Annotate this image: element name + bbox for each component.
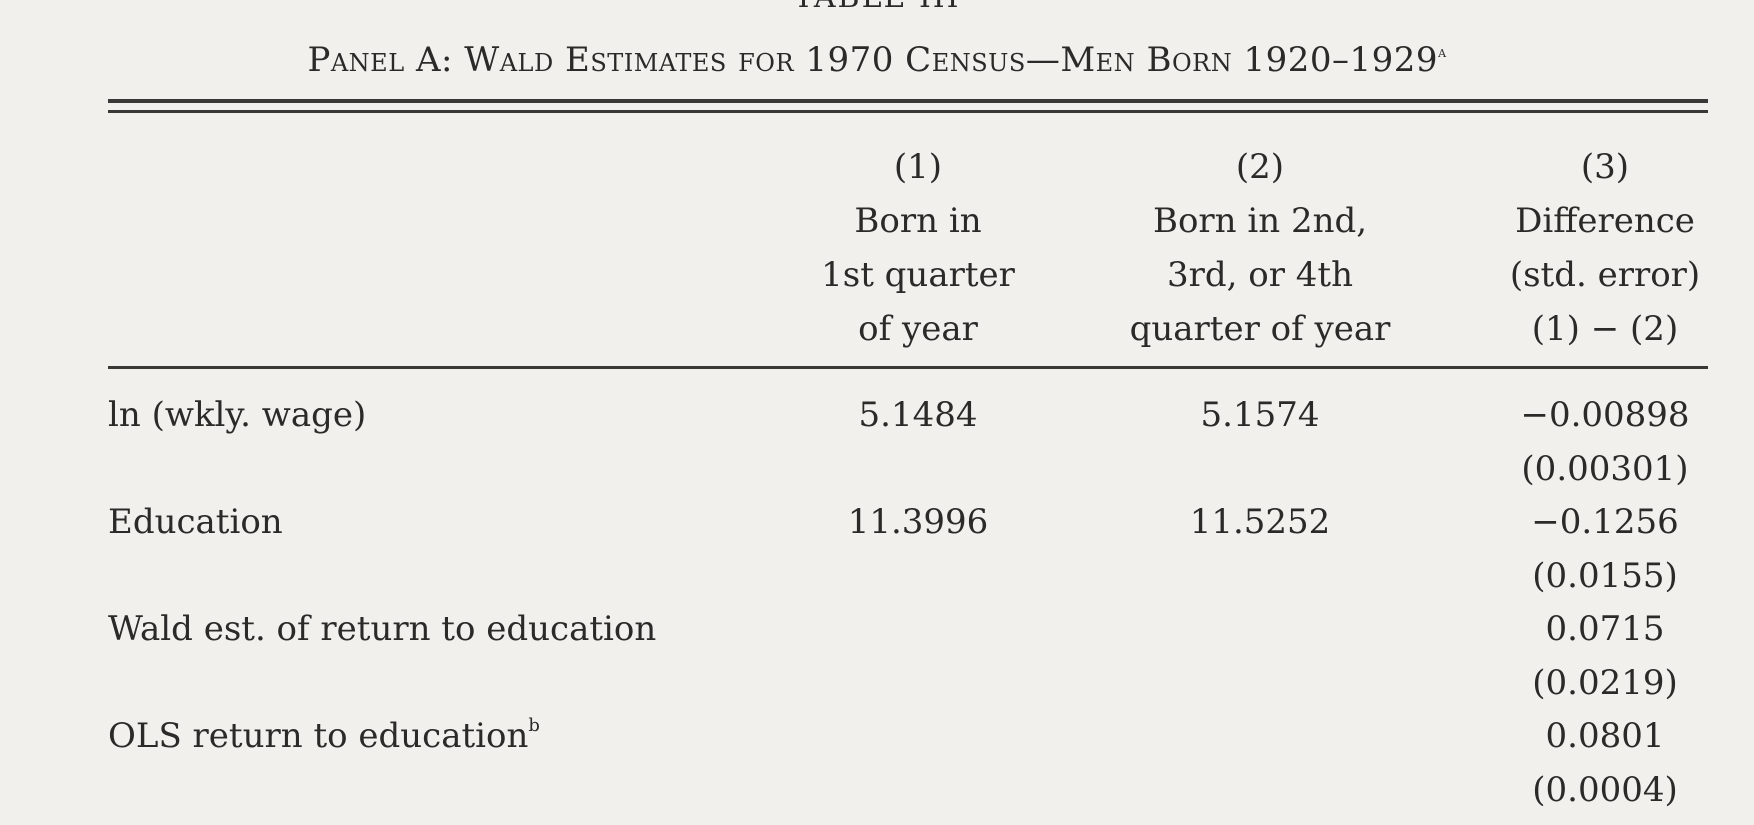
column-header-2: (2) Born in 2nd, 3rd, or 4th quarter of … [1110, 140, 1410, 356]
column-header-number: (2) [1235, 147, 1285, 187]
cell-education-std-error: (0.0155) [1532, 556, 1678, 596]
panel-title-footnote-mark: a [1438, 42, 1447, 61]
row-label-wage: ln (wkly. wage) [108, 395, 367, 435]
row-label-wald: Wald est. of return to education [108, 609, 657, 649]
cell-ols-std-error: (0.0004) [1532, 770, 1678, 810]
cell-education-difference: −0.1256 [1531, 502, 1679, 542]
cell-ols-estimate: 0.0801 [1545, 716, 1665, 756]
cell-wage-difference: −0.00898 [1520, 395, 1690, 435]
cell-wald-estimate: 0.0715 [1545, 609, 1665, 649]
header-rule [108, 366, 1708, 369]
top-rule-thin [108, 110, 1708, 113]
cell-wage-q1: 5.1484 [858, 395, 978, 435]
column-header-number: (1) [893, 147, 943, 187]
column-header-line: Difference [1515, 201, 1695, 241]
cell-wald-std-error: (0.0219) [1532, 663, 1678, 703]
column-header-1: (1) Born in 1st quarter of year [808, 140, 1028, 356]
table-label: TABLE III [0, 0, 1754, 15]
panel-title: Panel A: Wald Estimates for 1970 Census—… [0, 40, 1754, 80]
column-header-3: (3) Difference (std. error) (1) − (2) [1480, 140, 1730, 356]
column-header-line: 1st quarter [821, 255, 1015, 295]
row-label-ols-footnote-mark: b [528, 714, 540, 736]
column-header-line: (1) − (2) [1531, 309, 1679, 349]
row-label-education: Education [108, 502, 283, 542]
cell-education-q234: 11.5252 [1189, 502, 1331, 542]
column-header-line: Born in [854, 201, 982, 241]
column-header-line: (std. error) [1509, 255, 1701, 295]
row-label-ols-text: OLS return to education [108, 716, 529, 756]
column-header-number: (3) [1580, 147, 1630, 187]
panel-title-text: Panel A: Wald Estimates for 1970 Census—… [307, 40, 1439, 80]
cell-education-q1: 11.3996 [847, 502, 989, 542]
column-header-line: Born in 2nd, [1152, 201, 1368, 241]
row-label-ols: OLS return to educationb [108, 714, 540, 756]
column-header-line: quarter of year [1129, 309, 1391, 349]
cell-wage-q234: 5.1574 [1200, 395, 1320, 435]
top-rule-thick [108, 99, 1708, 103]
column-header-line: of year [858, 309, 978, 349]
column-header-line: 3rd, or 4th [1167, 255, 1353, 295]
cell-wage-std-error: (0.00301) [1521, 449, 1689, 489]
